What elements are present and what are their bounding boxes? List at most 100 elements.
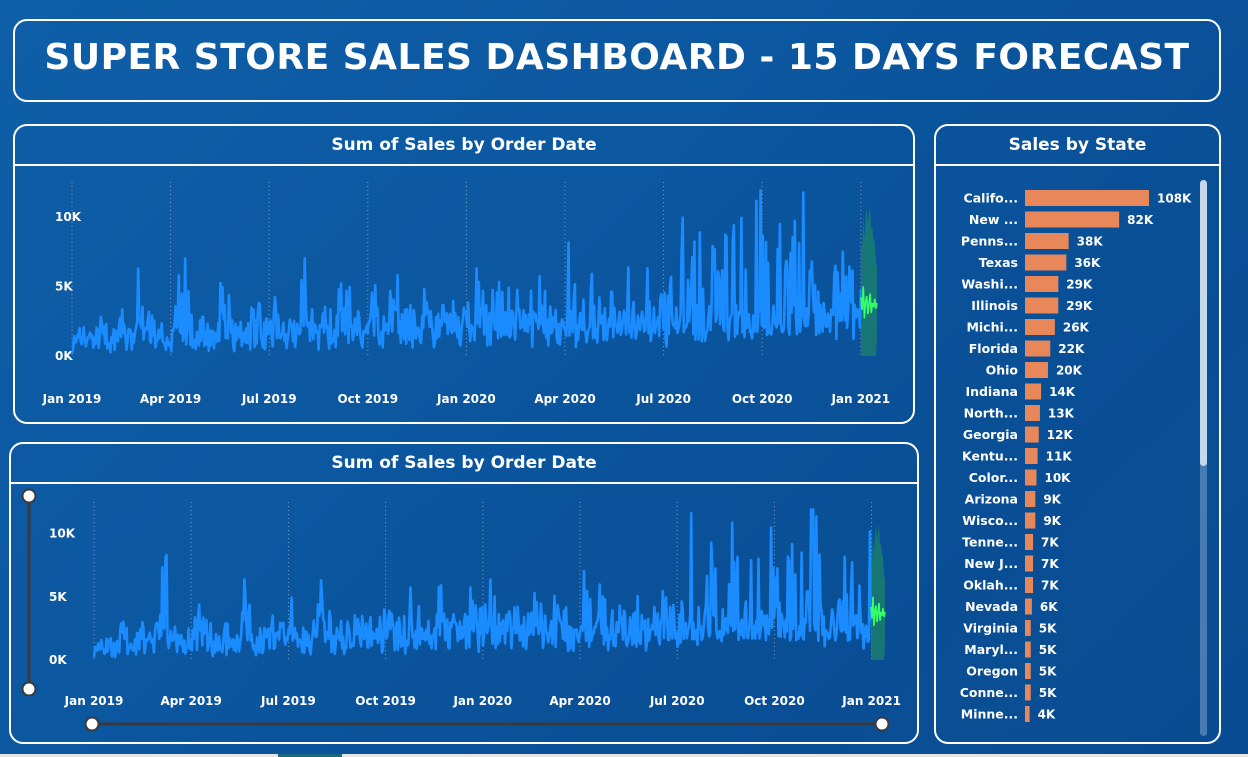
state-value-label: 5K [1039, 643, 1057, 657]
state-label: Nevada [965, 599, 1018, 614]
state-label: Color... [969, 470, 1018, 485]
state-bar[interactable] [1025, 319, 1055, 335]
y-tick-label: 0K [55, 349, 73, 363]
state-label: Oregon [966, 664, 1018, 679]
x-tick-label: Jul 2019 [260, 694, 316, 708]
state-value-label: 7K [1041, 579, 1059, 593]
state-label: Georgia [963, 427, 1018, 442]
state-value-label: 7K [1041, 557, 1059, 571]
state-value-label: 13K [1048, 407, 1075, 421]
state-bar[interactable] [1025, 254, 1067, 271]
state-value-label: 7K [1041, 536, 1059, 550]
state-bar[interactable] [1025, 620, 1031, 636]
state-bar[interactable] [1025, 362, 1048, 378]
state-value-label: 9K [1043, 514, 1061, 528]
state-bar[interactable] [1025, 706, 1030, 722]
state-value-label: 20K [1056, 364, 1083, 378]
sales-by-state-panel: Sales by State Califo... 108K New ... 82K Pe… [934, 124, 1221, 744]
state-value-label: 4K [1038, 708, 1056, 722]
state-bar[interactable] [1025, 469, 1037, 486]
state-bar[interactable] [1025, 297, 1059, 314]
state-value-label: 6K [1040, 600, 1058, 614]
x-tick-label: Oct 2020 [744, 694, 805, 708]
line-chart-panel-top: Sum of Sales by Order Date Jan 2019 Apr 2… [13, 124, 915, 424]
state-bar[interactable] [1025, 190, 1149, 206]
state-bar[interactable] [1025, 598, 1032, 615]
line-chart-top[interactable]: Jan 2019 Apr 2019 Jul 2019 Oct 2019 Jan 2020… [15, 166, 912, 422]
x-tick-label: Apr 2020 [534, 392, 595, 406]
x-tick-label: Jan 2021 [830, 392, 890, 406]
state-value-label: 26K [1063, 321, 1090, 335]
state-bar[interactable] [1025, 512, 1036, 529]
state-label: North... [964, 406, 1018, 421]
chart-header: Sum of Sales by Order Date [15, 126, 913, 166]
state-label: Arizona [965, 492, 1018, 507]
state-bar[interactable] [1025, 641, 1031, 658]
y-tick-label: 10K [49, 527, 76, 541]
state-bar[interactable] [1025, 405, 1040, 421]
state-label: Wisco... [962, 513, 1018, 528]
state-bar[interactable] [1025, 211, 1120, 228]
x-tick-label: Jul 2020 [635, 392, 691, 406]
state-label: Michi... [966, 320, 1018, 335]
footer-bar [0, 754, 1248, 757]
state-value-label: 12K [1047, 428, 1074, 442]
bar-chart-sales-by-state[interactable]: Califo... 108K New ... 82K Penns... 38K Texas 3… [936, 166, 1218, 744]
x-tick-label: Apr 2020 [549, 694, 610, 708]
state-bar[interactable] [1025, 276, 1059, 292]
state-bar[interactable] [1025, 684, 1031, 701]
state-bar[interactable] [1025, 340, 1051, 357]
actual-sales-line [92, 508, 873, 659]
state-bar[interactable] [1025, 448, 1038, 464]
state-value-label: 108K [1157, 192, 1192, 206]
state-value-label: 29K [1066, 278, 1093, 292]
state-bar[interactable] [1025, 555, 1034, 572]
x-tick-label: Jul 2019 [241, 392, 297, 406]
title-panel: SUPER STORE SALES DASHBOARD - 15 DAYS FO… [13, 19, 1221, 102]
state-bar[interactable] [1025, 577, 1034, 593]
state-label: Oklah... [963, 578, 1018, 593]
state-label: Illinois [971, 298, 1018, 313]
chart-title: Sum of Sales by Order Date [331, 453, 597, 473]
state-label: Conne... [960, 685, 1018, 700]
forecast-line [860, 286, 878, 319]
state-value-label: 36K [1074, 256, 1101, 270]
state-bar[interactable] [1025, 663, 1031, 679]
vertical-range-handle-bottom[interactable] [21, 681, 37, 697]
x-tick-label: Jan 2020 [452, 694, 512, 708]
state-bar[interactable] [1025, 534, 1034, 550]
x-tick-label: Jan 2020 [436, 392, 496, 406]
state-bar[interactable] [1025, 426, 1039, 443]
state-label: Ohio [986, 363, 1019, 378]
state-label: Tenne... [962, 535, 1018, 550]
scrollbar-thumb[interactable] [1200, 180, 1207, 466]
y-tick-label: 0K [49, 653, 67, 667]
x-tick-label: Jan 2019 [42, 392, 102, 406]
vertical-range-handle-top[interactable] [21, 488, 37, 504]
state-value-label: 5K [1039, 665, 1057, 679]
state-label: Florida [969, 341, 1018, 356]
y-tick-label: 10K [55, 210, 82, 224]
x-tick-label: Jul 2020 [649, 694, 705, 708]
forecast-line [870, 596, 886, 626]
state-label: Maryl... [964, 642, 1018, 657]
state-bar[interactable] [1025, 383, 1042, 400]
x-tick-label: Apr 2019 [161, 694, 222, 708]
x-tick-label: Oct 2019 [337, 392, 398, 406]
x-tick-label: Oct 2020 [732, 392, 793, 406]
horizontal-range-handle-right[interactable] [874, 716, 890, 732]
state-value-label: 5K [1039, 622, 1057, 636]
x-tick-label: Oct 2019 [355, 694, 416, 708]
state-bar[interactable] [1025, 233, 1069, 249]
state-value-label: 14K [1049, 385, 1076, 399]
state-bar[interactable] [1025, 491, 1036, 507]
state-value-label: 82K [1127, 213, 1154, 227]
state-label: Califo... [964, 191, 1018, 206]
line-chart-bottom[interactable]: Jan 2019 Apr 2019 Jul 2019 Oct 2019 Jan 2020… [11, 484, 916, 742]
dashboard-title: SUPER STORE SALES DASHBOARD - 15 DAYS FO… [44, 37, 1190, 78]
forecast-confidence-band [861, 206, 877, 356]
horizontal-range-handle-left[interactable] [84, 716, 100, 732]
state-value-label: 5K [1039, 686, 1057, 700]
page-tab-indicator[interactable] [278, 754, 342, 757]
state-label: Virginia [963, 621, 1018, 636]
